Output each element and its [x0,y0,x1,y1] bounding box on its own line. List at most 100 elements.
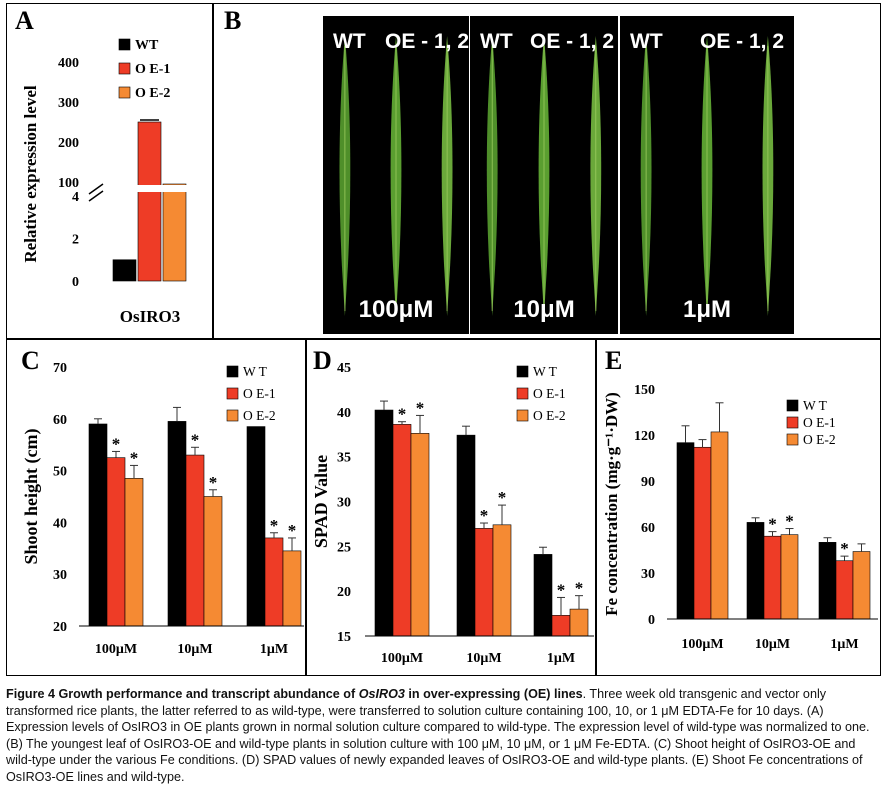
e-legend-label: W T [803,398,828,413]
c-significance-star: * [270,516,279,535]
panel-c: C 20 30 40 50 60 70 Shoot height (cm) * * 100μM * *… [6,339,306,676]
d-bar [374,409,394,637]
panel-b: B WT OE - 1, 2 100μM WT OE - 1, 2 10μM WT OE - … [213,3,881,339]
c-ytick-label: 50 [53,465,67,480]
c-significance-star: * [288,521,297,540]
e-ytick-label: 120 [634,429,655,444]
d-bar [551,615,571,637]
a-legend-label: O E-2 [135,86,170,101]
d-significance-star: * [557,580,566,599]
e-bar [818,542,837,620]
e-significance-star: * [785,512,794,531]
c-bar [282,550,302,627]
c-bar [167,421,187,627]
d-bar [456,434,476,637]
photo-wt-label: WT [333,30,366,53]
a-axis-break [111,185,191,192]
c-significance-star: * [112,434,121,453]
e-legend-label: O E-2 [803,432,836,447]
chart-c: 20 30 40 50 60 70 Shoot height (cm) * * 100μM * * 10… [21,361,304,657]
panel-d: D 15 20 25 30 35 40 45 SPAD Value * * 100μM * * 10μM *… [306,339,596,676]
c-bar [246,426,266,627]
c-legend-label: O E-1 [243,386,276,401]
e-bar [852,551,871,620]
d-significance-star: * [498,488,507,507]
d-bar [410,433,430,637]
c-legend-swatch [226,409,239,422]
d-legend-swatch [516,409,529,422]
a-ytick-label: 2 [72,233,79,248]
leaf-photo-1: WT OE - 1, 2 100μM [323,16,469,334]
c-significance-star: * [191,430,200,449]
e-ytick-label: 0 [648,613,655,628]
leaves-drawing [640,36,774,316]
d-significance-star: * [480,506,489,525]
d-legend-label: O E-2 [533,408,566,423]
c-legend-swatch [226,387,239,400]
d-legend-swatch [516,365,529,378]
c-ytick-label: 30 [53,568,67,583]
c-significance-star: * [209,473,218,492]
photo-concentration-label: 100μM [358,296,434,323]
a-break-mark [88,190,104,202]
a-legend-swatch [118,86,131,99]
photo-wt-label: WT [480,30,513,53]
d-bar [569,608,589,637]
e-ytick-label: 60 [641,521,655,536]
d-ytick-label: 20 [337,585,351,600]
a-ytick-label: 400 [58,56,79,71]
photo-oe-label: OE - 1, 2 [700,30,785,53]
e-bar [780,534,799,620]
e-bar [710,431,729,620]
d-bar [492,524,512,637]
d-category-label: 100μM [381,651,423,666]
panel-d-label: D [313,346,332,375]
leaf-photo-3: WT OE - 1, 2 1μM [620,16,794,334]
e-legend-swatch [786,416,799,429]
d-legend-swatch [516,387,529,400]
d-ytick-label: 15 [337,630,351,645]
d-legend-label: O E-1 [533,386,566,401]
c-legend-label: O E-2 [243,408,276,423]
d-category-label: 1μM [547,651,575,666]
c-bar [124,478,144,627]
e-legend-swatch [786,399,799,412]
c-category-label: 10μM [177,642,212,657]
c-legend-label: W T [243,364,268,379]
d-ytick-label: 45 [337,361,351,376]
e-bar [763,535,782,620]
a-bar-1 [112,259,137,282]
d-ytick-label: 30 [337,496,351,511]
e-bar [746,522,765,620]
a-bar-2 [137,121,162,282]
a-legend-swatch [118,38,131,51]
a-legend-label: WT [135,38,159,53]
a-ytick-label: 200 [58,136,79,151]
e-significance-star: * [768,515,777,534]
c-ytick-label: 20 [53,620,67,635]
c-ytick-label: 70 [53,361,67,376]
d-bar [533,554,553,637]
chart-d: 15 20 25 30 35 40 45 SPAD Value * * 100μM * * 10μM * * 1… [311,361,594,666]
figure-caption: Figure 4 Growth performance and transcri… [6,686,880,785]
panel-c-label: C [21,346,40,375]
panel-e-label: E [605,346,623,375]
panel-b-label: B [224,6,242,35]
panel-a-label: A [15,6,34,35]
e-category-label: 10μM [755,637,790,652]
d-significance-star: * [416,398,425,417]
caption-body: . Three week old transgenic and vector o… [6,687,870,784]
d-category-label: 10μM [466,651,501,666]
e-ytick-label: 150 [634,383,655,398]
e-bar [835,560,854,620]
photo-wt-label: WT [630,30,663,53]
e-category-label: 1μM [830,637,858,652]
a-break-mark [88,183,104,195]
photo-oe-label: OE - 1, 2 [530,30,615,53]
d-bar [392,424,412,637]
d-ytick-label: 40 [337,406,351,421]
photo-oe-label: OE - 1, 2 [385,30,470,53]
d-significance-star: * [575,579,584,598]
c-category-label: 100μM [95,642,137,657]
a-ytick-label: 4 [72,190,79,205]
